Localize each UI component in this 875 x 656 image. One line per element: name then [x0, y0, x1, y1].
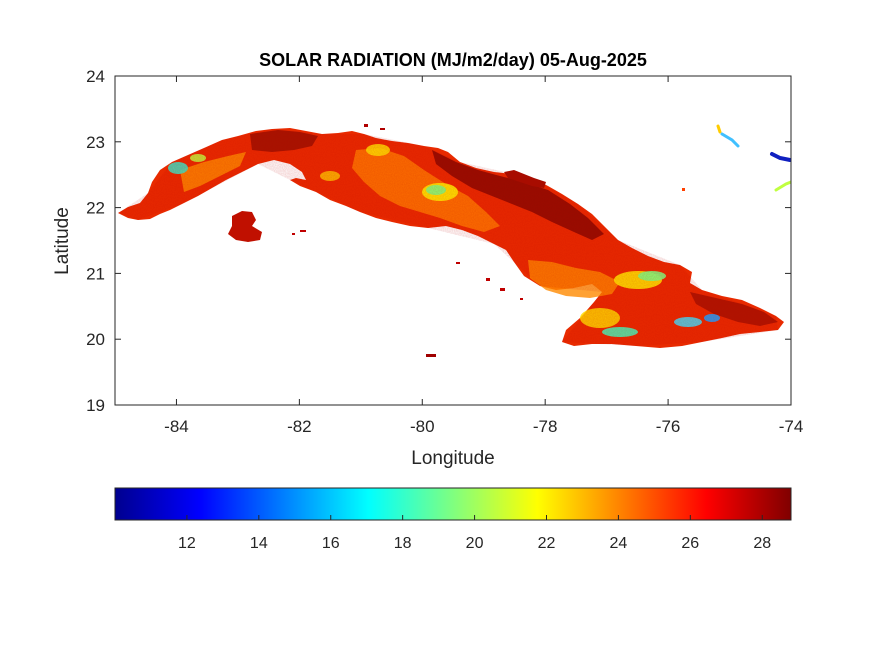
y-tick-label: 23: [86, 133, 105, 152]
x-axis-ticks: -84 -82 -80 -78 -76 -74: [164, 76, 803, 436]
isla-de-la-juventud: [228, 211, 262, 242]
plot-area: [115, 76, 791, 405]
cay-8: [520, 298, 523, 300]
cay-6: [486, 278, 490, 281]
x-axis-label: Longitude: [411, 448, 494, 469]
y-axis-ticks: 19 20 21 22 23 24: [86, 67, 791, 415]
colorbar-tick-label: 18: [394, 535, 412, 552]
colorbar: [115, 488, 791, 520]
x-tick-label: -80: [410, 417, 435, 436]
land-texture: [118, 129, 778, 346]
colorbar-tick-label: 24: [610, 535, 628, 552]
bahamas-islet-1: [716, 124, 722, 134]
plot-border: [114, 75, 792, 406]
cay-7: [500, 288, 505, 291]
y-tick-label: 19: [86, 396, 105, 415]
map-layer: [118, 124, 791, 357]
north-cays: [504, 170, 546, 188]
x-tick-label: -82: [287, 417, 312, 436]
colorbar-tick-label: 12: [178, 535, 196, 552]
cay-2: [380, 128, 385, 130]
y-tick-label: 22: [86, 199, 105, 218]
y-tick-label: 21: [86, 264, 105, 283]
bahamas-islet-1b: [720, 132, 740, 148]
bahamas-islet-3: [774, 180, 791, 192]
colorbar-tick-label: 22: [538, 535, 556, 552]
cay-3: [300, 230, 306, 232]
colorbar-tick-label: 20: [466, 535, 484, 552]
x-tick-label: -78: [533, 417, 558, 436]
colorbar-border: [114, 487, 792, 521]
colorbar-tick-label: 26: [681, 535, 699, 552]
y-tick-label: 20: [86, 330, 105, 349]
y-tick-label: 24: [86, 67, 105, 86]
x-tick-label: -76: [656, 417, 681, 436]
x-tick-label: -74: [779, 417, 804, 436]
colorbar-tick-label: 28: [753, 535, 771, 552]
colorbar-ticks: 12 14 16 18 20 22 24 26 28: [178, 515, 771, 552]
cay-4: [292, 233, 295, 235]
cay-1: [364, 124, 368, 127]
bahamas-islet-2: [770, 152, 791, 162]
cay-5: [456, 262, 460, 264]
colorbar-tick-label: 14: [250, 535, 268, 552]
y-axis-label: Latitude: [52, 207, 73, 275]
cay-10: [682, 188, 685, 191]
chart-title: SOLAR RADIATION (MJ/m2/day) 05-Aug-2025: [259, 50, 647, 70]
cay-9: [426, 354, 436, 357]
x-tick-label: -84: [164, 417, 189, 436]
colorbar-tick-label: 16: [322, 535, 340, 552]
